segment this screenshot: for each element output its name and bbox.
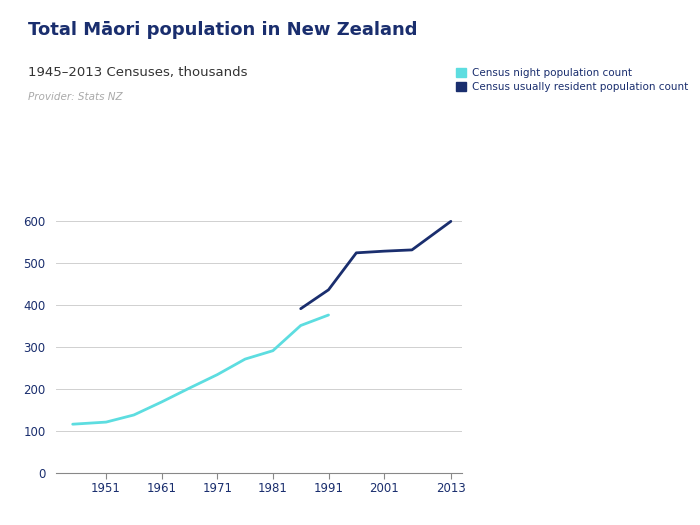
Legend: Census night population count, Census usually resident population count: Census night population count, Census us… [456, 68, 688, 92]
Text: figure.nz: figure.nz [575, 20, 659, 37]
Text: Provider: Stats NZ: Provider: Stats NZ [28, 92, 122, 102]
Text: Total Māori population in New Zealand: Total Māori population in New Zealand [28, 21, 417, 39]
Text: 1945–2013 Censuses, thousands: 1945–2013 Censuses, thousands [28, 66, 248, 79]
